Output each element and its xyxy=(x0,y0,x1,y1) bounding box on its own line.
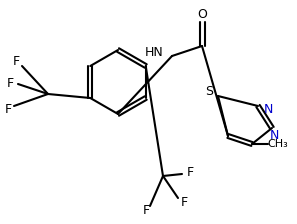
Text: N: N xyxy=(263,103,273,116)
Text: F: F xyxy=(143,203,150,217)
Text: F: F xyxy=(181,196,188,209)
Text: F: F xyxy=(4,103,12,116)
Text: F: F xyxy=(7,77,14,90)
Text: S: S xyxy=(205,84,213,97)
Text: HN: HN xyxy=(145,45,164,58)
Text: F: F xyxy=(187,166,194,179)
Text: CH₃: CH₃ xyxy=(268,139,288,149)
Text: N: N xyxy=(269,129,279,142)
Text: O: O xyxy=(197,7,207,21)
Text: F: F xyxy=(12,54,20,67)
